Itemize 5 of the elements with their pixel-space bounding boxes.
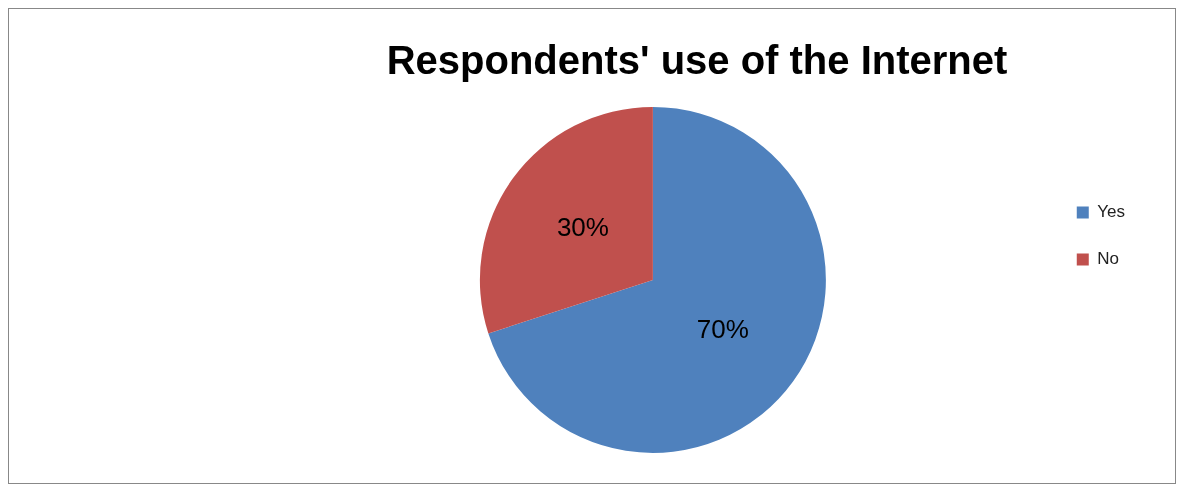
chart-title: Respondents' use of the Internet — [386, 38, 1008, 83]
data-label: 70% — [696, 314, 749, 345]
data-label: 30% — [556, 212, 609, 243]
legend-label: No — [1097, 249, 1119, 269]
legend-label: Yes — [1097, 202, 1125, 222]
